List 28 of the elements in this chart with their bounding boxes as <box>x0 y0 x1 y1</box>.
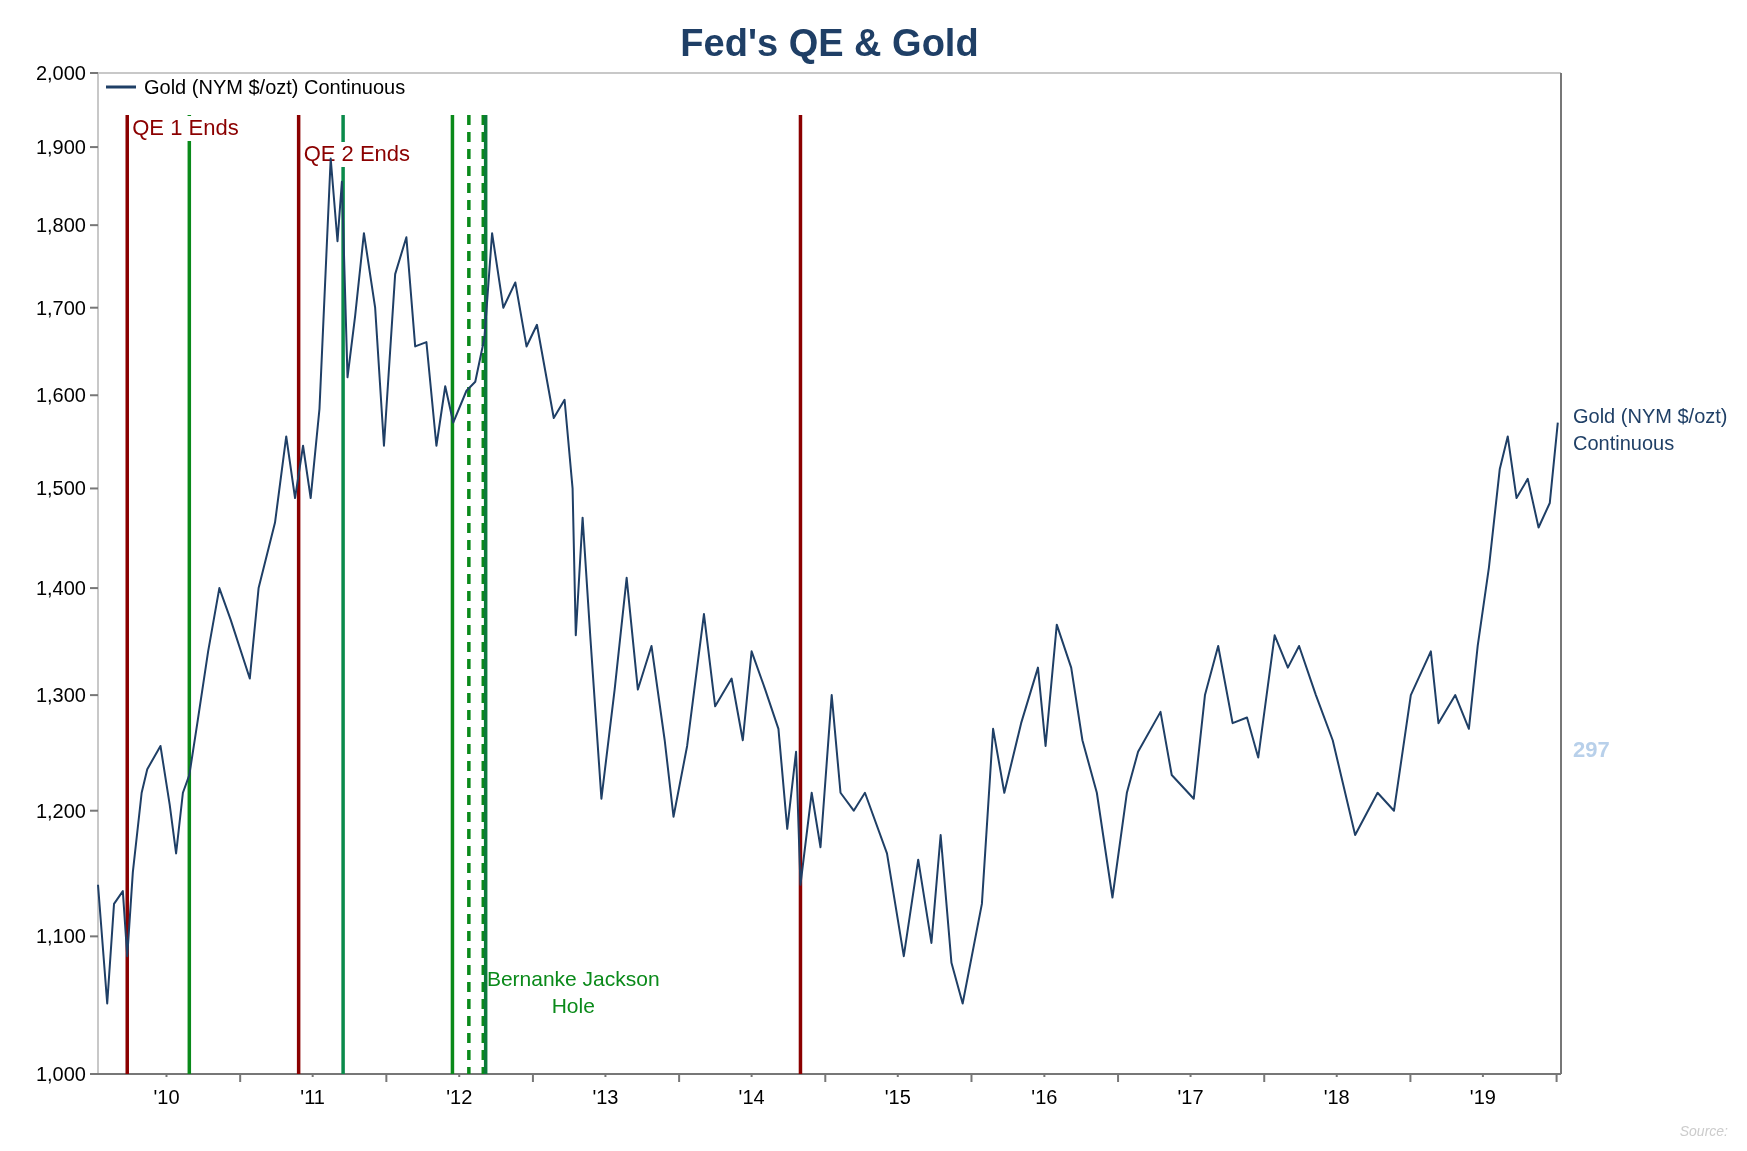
ref-line-label: QE 1 Ends <box>132 115 239 140</box>
x-tick-label: '13 <box>592 1086 619 1108</box>
x-tick-label: '19 <box>1469 1086 1496 1108</box>
x-tick-label: '15 <box>884 1086 911 1108</box>
y-tick-label: 1,500 <box>35 477 86 500</box>
x-tick-label: '10 <box>153 1086 180 1108</box>
x-tick-label: '11 <box>300 1086 325 1108</box>
legend-label: Gold (NYM $/ozt) Continuous <box>144 76 406 98</box>
y-tick-label: 1,000 <box>35 1063 86 1085</box>
y-tick-label: 1,300 <box>35 684 86 707</box>
x-tick-label: '14 <box>738 1086 765 1108</box>
x-tick-label: '16 <box>1031 1086 1058 1108</box>
y-tick-label: 2,000 <box>35 62 86 84</box>
x-tick-label: '17 <box>1177 1086 1204 1108</box>
y-tick-label: 1,400 <box>35 577 86 600</box>
y-tick-label: 1,900 <box>35 136 86 159</box>
text: Gold (NYM $/ozt) Continuous <box>1573 404 1728 454</box>
y-tick-label: 1,100 <box>35 925 86 948</box>
ref-line-label: Bernanke Jackson Hole <box>486 967 660 1017</box>
ref-line-label: QE 2 Ends <box>303 141 411 166</box>
text: 297 <box>1573 736 1610 762</box>
x-tick-label: '18 <box>1323 1086 1350 1108</box>
y-tick-label: 1,200 <box>35 799 86 822</box>
y-tick-label: 1,800 <box>35 214 86 237</box>
chart-title: Fed's QE & Gold <box>680 22 979 64</box>
y-tick-label: 1,600 <box>35 384 86 407</box>
y-tick-label: 1,700 <box>35 296 86 319</box>
x-tick-label: '12 <box>446 1086 473 1108</box>
